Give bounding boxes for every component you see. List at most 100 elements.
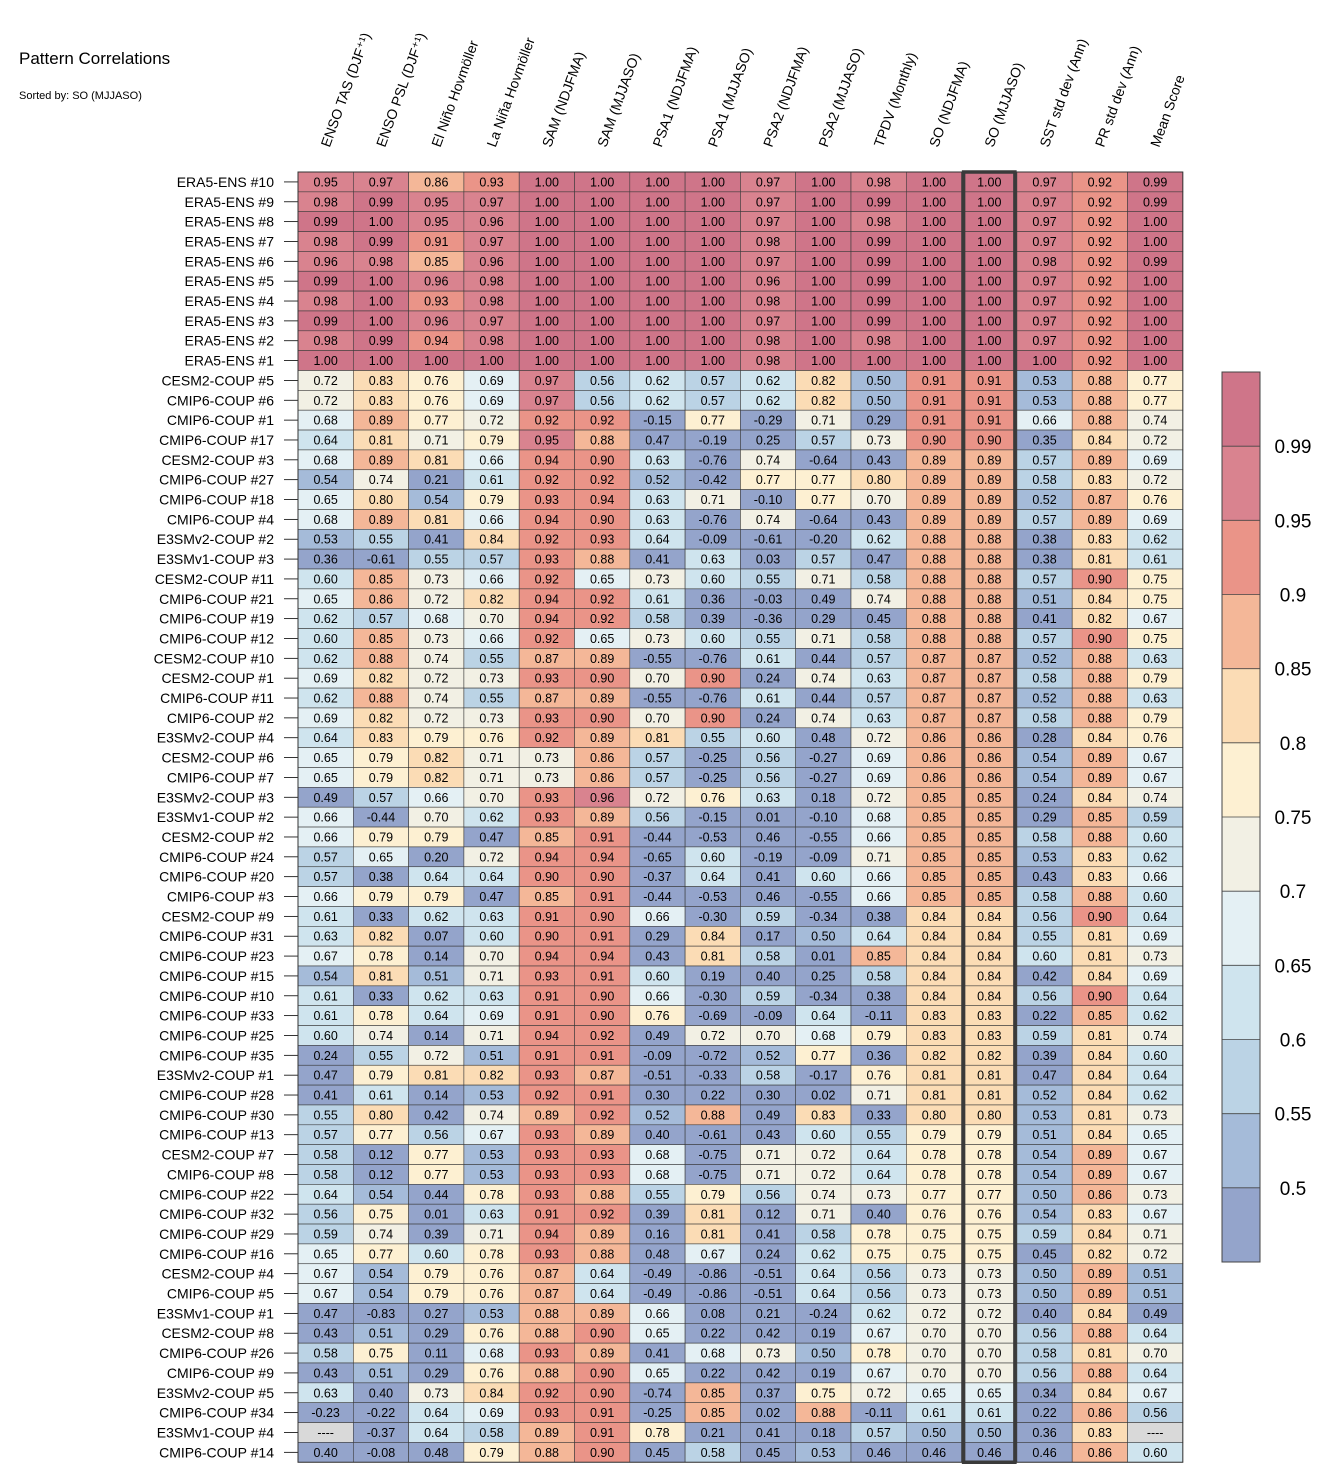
cell-value-label: 0.98 [313, 195, 337, 209]
cell-value-label: 0.68 [811, 1029, 835, 1043]
cell-value-label: 0.70 [977, 1327, 1001, 1341]
cell-value-label: 0.56 [866, 1287, 890, 1301]
cell-value-label: 0.56 [313, 1208, 337, 1222]
cell-value-label: 1.00 [535, 255, 559, 269]
cell-value-label: 0.60 [1143, 830, 1167, 844]
cell-value-label: 0.90 [535, 870, 559, 884]
cell-value-label: 0.58 [1032, 1347, 1056, 1361]
cell-value-label: 0.83 [369, 731, 393, 745]
cell-value-label: 0.85 [977, 850, 1001, 864]
cell-value-label: 0.85 [369, 572, 393, 586]
row-label: CMIP6-COUP #13 [159, 1127, 274, 1143]
cell-value-label: 0.51 [1032, 1128, 1056, 1142]
cell-value-label: 0.88 [535, 1366, 559, 1380]
cell-value-label: -0.55 [809, 830, 838, 844]
cell-value-label: 1.00 [811, 275, 835, 289]
cell-value-label: 0.90 [590, 870, 614, 884]
cell-value-label: 0.88 [922, 612, 946, 626]
cell-value-label: 0.93 [535, 969, 559, 983]
cell-value-label: 0.88 [1088, 672, 1112, 686]
row-label: CMIP6-COUP #4 [167, 511, 274, 527]
cell-value-label: 0.91 [590, 830, 614, 844]
cell-value-label: 0.77 [1143, 394, 1167, 408]
cell-value-label: 0.79 [369, 1069, 393, 1083]
cell-value-label: 0.97 [756, 255, 780, 269]
cell-value-label: -0.72 [699, 1049, 728, 1063]
cell-value-label: 0.69 [1143, 513, 1167, 527]
cell-value-label: 0.89 [590, 1347, 614, 1361]
cell-value-label: 0.93 [535, 1347, 559, 1361]
cell-value-label: 0.55 [1032, 930, 1056, 944]
cell-value-label: 0.19 [701, 969, 725, 983]
cell-value-label: 0.94 [590, 850, 614, 864]
cell-value-label: 1.00 [811, 215, 835, 229]
cell-value-label: 0.72 [313, 374, 337, 388]
cell-value-label: 0.76 [922, 1208, 946, 1222]
cell-value-label: 0.85 [535, 830, 559, 844]
cell-value-label: 0.67 [1143, 612, 1167, 626]
cell-value-label: 0.66 [866, 830, 890, 844]
column-header: PSA2 (NDJFMA) [760, 44, 811, 149]
row-label: CMIP6-COUP #16 [159, 1246, 274, 1262]
row-label: E3SMv1-COUP #3 [157, 551, 274, 567]
cell-value-label: 0.91 [535, 1208, 559, 1222]
cell-value-label: 0.14 [424, 1089, 448, 1103]
cell-value-label: 0.36 [1032, 1426, 1056, 1440]
cell-value-label: 0.64 [1143, 910, 1167, 924]
cell-value-label: 0.34 [1032, 1386, 1056, 1400]
cell-value-label: 0.97 [369, 175, 393, 189]
cell-value-label: 0.92 [590, 1208, 614, 1222]
cell-value-label: 0.41 [424, 533, 448, 547]
cell-value-label: 0.51 [1032, 592, 1056, 606]
cell-value-label: 1.00 [1143, 295, 1167, 309]
cell-value-label: 0.87 [977, 672, 1001, 686]
cell-value-label: 0.53 [479, 1168, 503, 1182]
cell-value-label: 0.61 [756, 692, 780, 706]
cell-value-label: 0.62 [1143, 533, 1167, 547]
row-label: CMIP6-COUP #21 [159, 591, 274, 607]
cell-value-label: 0.65 [313, 1247, 337, 1261]
cell-value-label: 0.91 [590, 1406, 614, 1420]
cell-value-label: 0.65 [369, 850, 393, 864]
cell-value-label: 0.56 [590, 374, 614, 388]
cell-value-label: 0.71 [479, 969, 503, 983]
cell-value-label: 0.77 [369, 1247, 393, 1261]
cell-value-label: -0.25 [699, 751, 728, 765]
cell-value-label: 0.38 [1032, 553, 1056, 567]
cell-value-label: 0.66 [479, 572, 503, 586]
cell-value-label: 0.57 [479, 553, 503, 567]
row-label: CESM2-COUP #2 [161, 829, 274, 845]
column-header: PSA2 (MJJASO) [815, 46, 866, 149]
cell-value-label: -0.03 [754, 592, 783, 606]
cell-value-label: 1.00 [1143, 334, 1167, 348]
cell-value-label: 0.46 [866, 1446, 890, 1460]
cell-value-label: 0.82 [424, 771, 448, 785]
row-label: CMIP6-COUP #19 [159, 611, 274, 627]
cell-value-label: 0.58 [866, 969, 890, 983]
column-header: PSA1 (NDJFMA) [649, 44, 700, 149]
cell-value-label: 1.00 [645, 334, 669, 348]
cell-value-label: 0.69 [1143, 930, 1167, 944]
cell-value-label: 0.72 [811, 1168, 835, 1182]
cell-value-label: 0.65 [645, 1327, 669, 1341]
colorbar-segment [1222, 965, 1260, 1040]
cell-value-label: 0.88 [977, 533, 1001, 547]
cell-value-label: 0.65 [313, 592, 337, 606]
cell-value-label: 1.00 [811, 354, 835, 368]
cell-value-label: 0.56 [1032, 910, 1056, 924]
colorbar-tick-label: 0.9 [1280, 586, 1306, 607]
cell-value-label: 0.97 [756, 215, 780, 229]
cell-value-label: 0.62 [424, 989, 448, 1003]
cell-value-label: 0.56 [590, 394, 614, 408]
cell-value-label: 0.71 [479, 771, 503, 785]
cell-value-label: 0.51 [424, 969, 448, 983]
cell-value-label: 0.93 [590, 1148, 614, 1162]
cell-value-label: 0.82 [479, 592, 503, 606]
cell-value-label: 0.90 [1088, 910, 1112, 924]
cell-value-label: 0.43 [756, 1128, 780, 1142]
cell-value-label: 0.87 [977, 692, 1001, 706]
cell-value-label: 0.89 [590, 692, 614, 706]
cell-value-label: 0.76 [479, 1327, 503, 1341]
cell-value-label: 0.85 [977, 791, 1001, 805]
cell-value-label: 0.47 [866, 553, 890, 567]
